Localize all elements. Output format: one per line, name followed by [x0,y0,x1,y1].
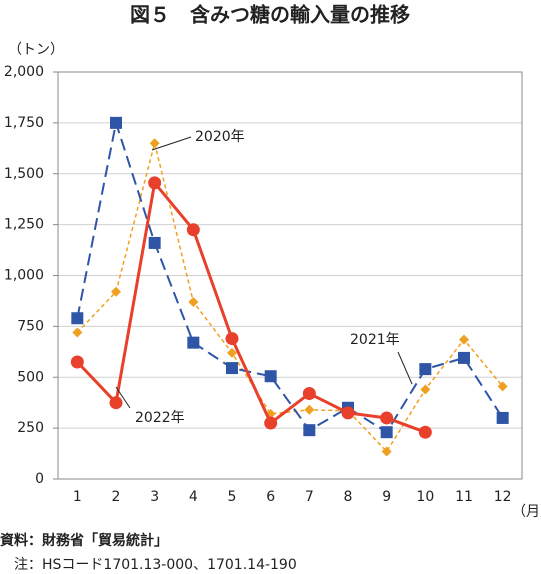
marker [303,424,316,437]
marker [381,446,392,457]
marker [148,176,162,190]
annotation: 2021年 [350,332,400,348]
marker [226,362,238,375]
marker [188,296,199,307]
x-tick-label: 2 [112,489,121,505]
marker [227,347,237,358]
marker [264,370,277,383]
marker [420,384,431,395]
marker [186,223,200,237]
marker [302,387,316,401]
marker [264,416,278,430]
marker [419,363,432,376]
marker [109,396,123,410]
x-tick-label: 8 [344,489,353,505]
series-line [76,121,504,434]
source: 資料：財務省「貿易統計」 [0,532,168,549]
marker [380,426,393,439]
marker [148,236,161,249]
y-tick-label: 1,250 [4,217,44,233]
x-tick-label: 6 [266,489,275,505]
marker [458,351,470,364]
marker [497,381,508,392]
marker [341,406,355,420]
x-tick-label: 5 [228,489,237,505]
y-tick-label: 250 [17,420,44,436]
y-tick-label: 1,500 [4,166,44,182]
x-tick-label: 9 [382,489,391,505]
y-tick-label: 0 [35,471,44,487]
marker [418,425,432,439]
annotation-leader [397,351,413,385]
x-tick-label: 11 [455,489,473,505]
plot-frame [57,71,523,480]
marker [225,332,239,346]
annotation-leader [115,386,131,409]
annotation: 2020年 [195,129,245,145]
x-axis-label: （月） [512,504,541,520]
marker [111,286,121,297]
y-tick-label: 1,000 [4,268,44,284]
chart-title: 図５ 含みつ糖の輸入量の推移 [130,3,410,27]
note: 注：HSコード1701.13-000、1701.14-190 [14,557,297,573]
marker [149,138,160,149]
marker [71,312,84,325]
series-line [76,181,426,434]
marker [72,327,83,338]
x-tick-label: 1 [73,489,82,505]
marker [459,334,469,345]
annotation-leader [151,136,192,151]
marker [70,355,84,369]
marker [380,411,394,425]
y-tick-label: 750 [17,318,44,334]
y-tick-label: 500 [17,369,44,385]
y-axis-label: （トン） [8,42,64,58]
x-tick-label: 4 [189,489,198,505]
marker [110,116,122,129]
series-line [76,142,504,453]
annotation: 2022年 [135,410,185,426]
y-tick-label: 1,750 [4,115,44,131]
marker [187,336,200,349]
marker [496,411,509,424]
x-tick-label: 7 [305,489,314,505]
marker [304,404,315,415]
y-tick-label: 2,000 [4,64,44,80]
x-tick-label: 3 [150,489,159,505]
x-tick-label: 12 [494,489,512,505]
x-tick-label: 10 [416,489,434,505]
